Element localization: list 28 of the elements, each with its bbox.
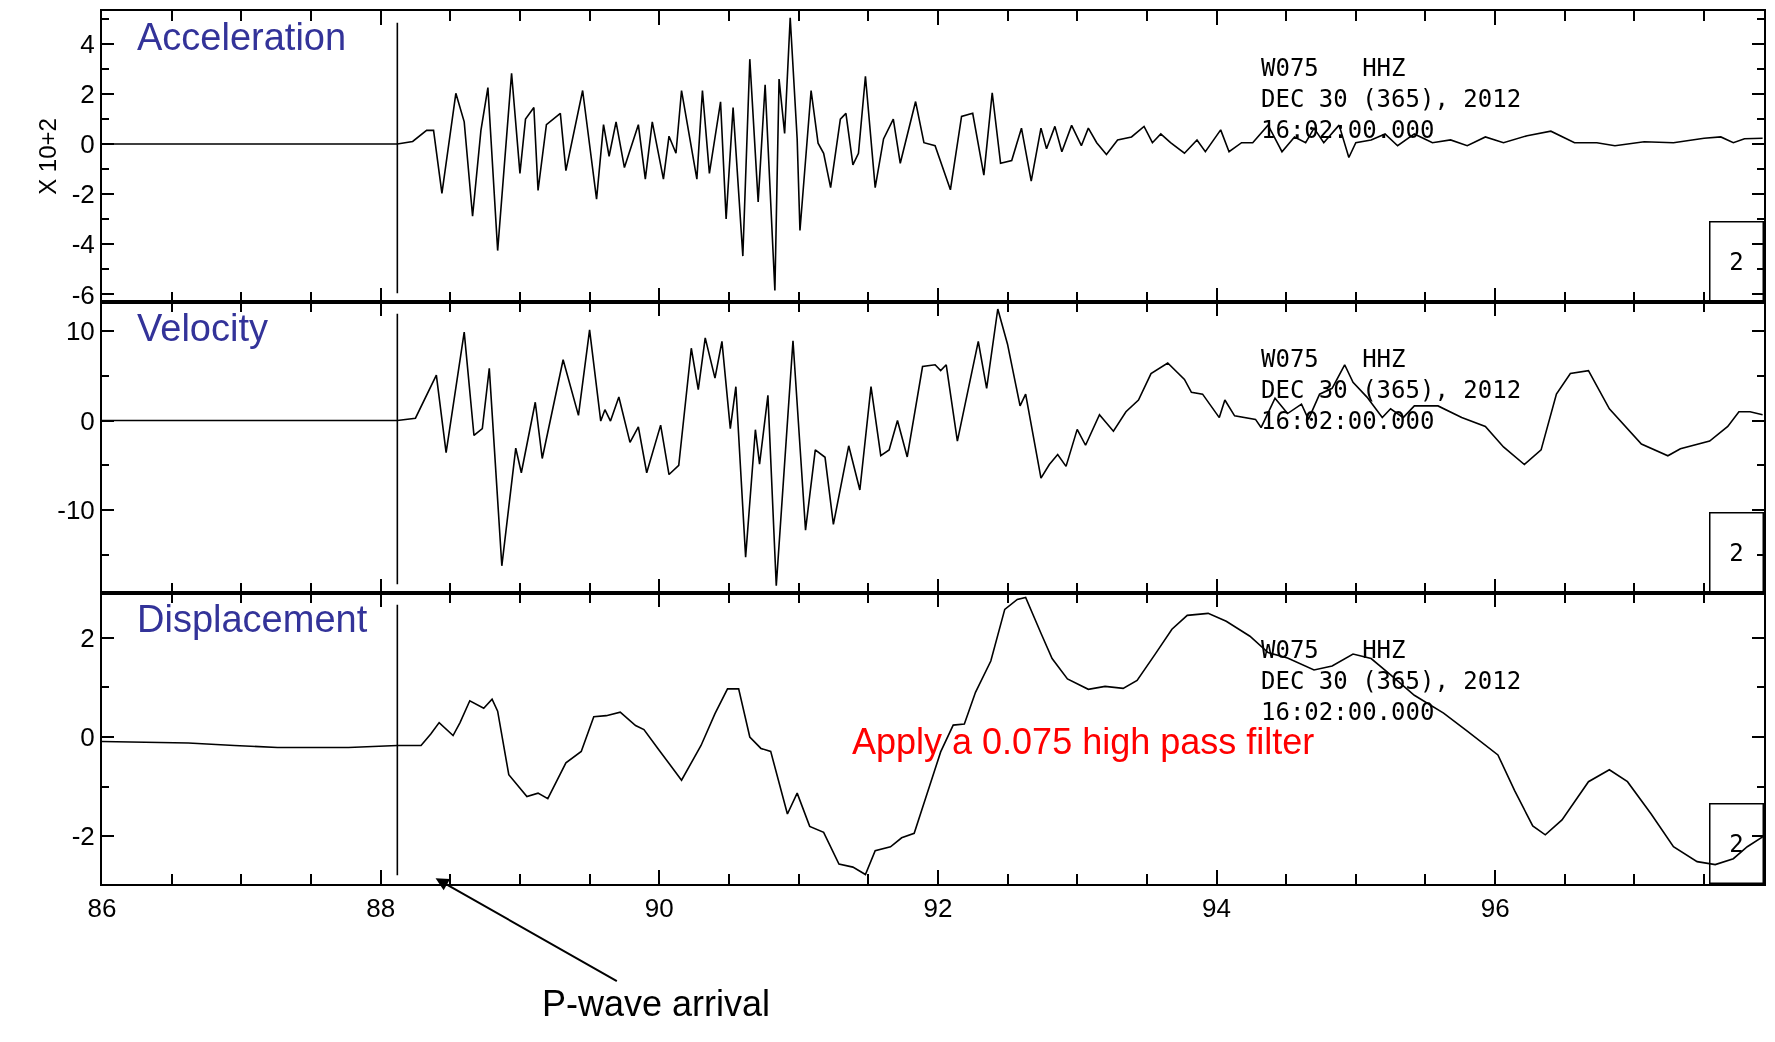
- y-tick-label: 4: [80, 28, 95, 59]
- annotation: 2: [1729, 247, 1744, 276]
- y-tick-label: -4: [71, 229, 95, 260]
- y-tick-label: 0: [80, 405, 95, 436]
- y-tick-label: 0: [80, 129, 95, 160]
- x-tick-label: 92: [923, 893, 953, 924]
- chart-title: Displacement: [137, 598, 368, 640]
- y-tick-label: -2: [71, 179, 95, 210]
- chart-title: Acceleration: [137, 16, 347, 58]
- x-tick-label: 90: [644, 893, 674, 924]
- chart-title: Velocity: [137, 307, 268, 349]
- x-tick-label: 88: [366, 893, 396, 924]
- y-tick-label: 2: [80, 78, 95, 109]
- y-tick-label: -2: [71, 821, 95, 852]
- y-tick-label: 2: [80, 622, 95, 653]
- y-tick-label: 0: [80, 722, 95, 753]
- y-axis-title: X 10+2: [34, 118, 62, 195]
- y-tick-label: 10: [65, 315, 95, 346]
- y-tick-label: -6: [71, 279, 95, 310]
- annotation: 2: [1729, 538, 1744, 567]
- annotation: W075 HHZ DEC 30 (365), 2012 16:02:00.000: [1261, 345, 1522, 436]
- y-tick-label: -10: [57, 495, 95, 526]
- text: P-wave arrival: [542, 983, 771, 1024]
- x-tick-label: 96: [1480, 893, 1510, 924]
- annotation: Apply a 0.075 high pass filter: [852, 721, 1315, 762]
- annotation: 2: [1729, 829, 1744, 858]
- x-tick-label: 94: [1202, 893, 1231, 924]
- x-tick-label: 86: [87, 893, 117, 924]
